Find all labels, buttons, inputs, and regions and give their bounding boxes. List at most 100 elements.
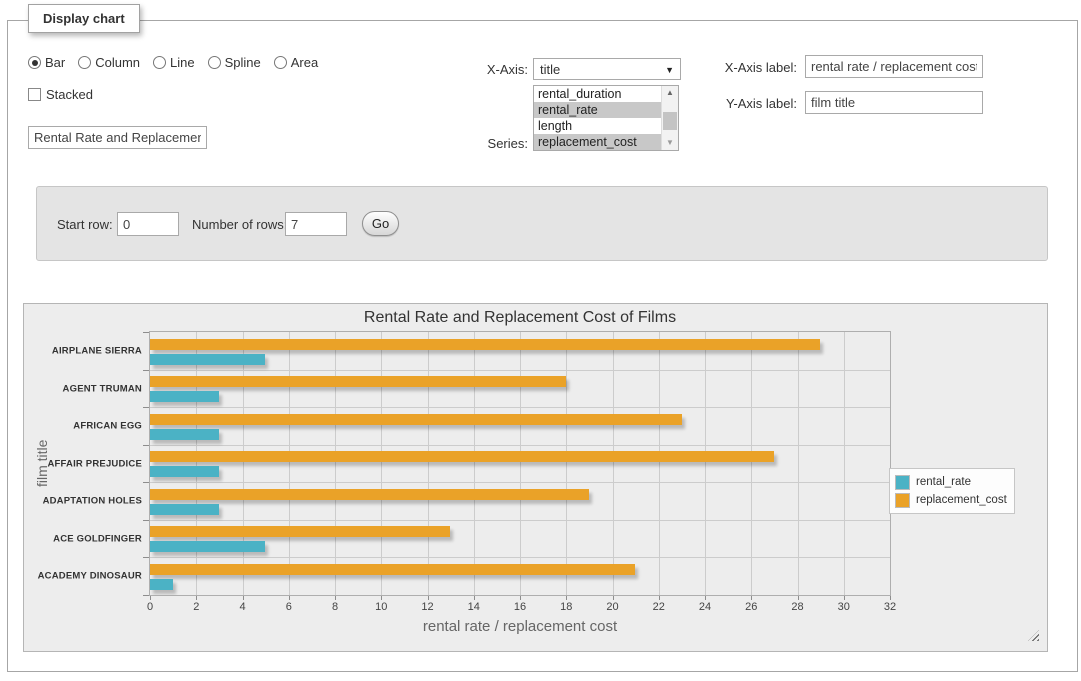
chart-bar-replacement_cost xyxy=(150,451,774,462)
chart-bar-rental_rate xyxy=(150,466,219,477)
x-tick-mark xyxy=(196,596,197,600)
page: Display chart Bar Column Line Spline Area St… xyxy=(0,0,1081,681)
chart-legend: rental_rate replacement_cost xyxy=(889,468,1015,514)
radio-column[interactable]: Column xyxy=(78,55,140,70)
x-tick-label: 30 xyxy=(838,601,850,613)
x-tick-label: 10 xyxy=(375,601,387,613)
x-gridline xyxy=(659,332,660,595)
y-axis-label-input[interactable] xyxy=(805,91,983,114)
y-axis-label-label: Y-Axis label: xyxy=(700,96,797,111)
x-tick-label: 8 xyxy=(332,601,338,613)
series-multiselect[interactable]: rental_durationrental_ratelengthreplacem… xyxy=(533,85,679,151)
plot-area xyxy=(149,331,891,596)
resize-handle-icon[interactable] xyxy=(1028,630,1039,641)
plot-inner xyxy=(150,332,890,595)
radio-icon xyxy=(274,56,287,69)
y-category-label: AIRPLANE SIERRA xyxy=(52,346,142,357)
y-gridline xyxy=(150,370,890,371)
series-option[interactable]: rental_rate xyxy=(534,102,662,118)
scroll-down-icon[interactable]: ▼ xyxy=(662,136,678,150)
x-tick-mark xyxy=(705,596,706,600)
legend-row: replacement_cost xyxy=(895,491,1007,509)
y-category-label: ACE GOLDFINGER xyxy=(53,533,142,544)
x-gridline xyxy=(428,332,429,595)
chart-container: Rental Rate and Replacement Cost of Film… xyxy=(23,303,1048,652)
y-category-label: ACADEMY DINOSAUR xyxy=(38,571,142,582)
x-gridline xyxy=(844,332,845,595)
radio-label: Line xyxy=(170,55,195,70)
stacked-checkbox[interactable]: Stacked xyxy=(28,87,93,102)
radio-bar[interactable]: Bar xyxy=(28,55,65,70)
x-axis-title: rental rate / replacement cost xyxy=(149,618,891,635)
x-gridline xyxy=(705,332,706,595)
start-row-label: Start row: xyxy=(57,217,113,232)
radio-label: Area xyxy=(291,55,318,70)
x-gridline xyxy=(474,332,475,595)
series-option[interactable]: replacement_cost xyxy=(534,134,662,150)
y-gridline xyxy=(150,557,890,558)
x-tick-label: 24 xyxy=(699,601,711,613)
y-category-label: AFFAIR PREJUDICE xyxy=(47,458,142,469)
y-category-label: ADAPTATION HOLES xyxy=(43,496,142,507)
x-gridline xyxy=(566,332,567,595)
x-axis-label-input[interactable] xyxy=(805,55,983,78)
chart-bar-replacement_cost xyxy=(150,414,682,425)
legend-swatch xyxy=(895,493,910,508)
x-tick-mark xyxy=(613,596,614,600)
y-category-label: AGENT TRUMAN xyxy=(63,383,142,394)
radio-icon xyxy=(78,56,91,69)
number-of-rows-input[interactable] xyxy=(285,212,347,236)
radio-area[interactable]: Area xyxy=(274,55,318,70)
x-tick-mark xyxy=(289,596,290,600)
go-button[interactable]: Go xyxy=(362,211,399,236)
scroll-up-icon[interactable]: ▲ xyxy=(662,86,678,100)
row-controls-panel xyxy=(36,186,1048,261)
x-gridline xyxy=(751,332,752,595)
x-tick-label: 0 xyxy=(147,601,153,613)
start-row-input[interactable] xyxy=(117,212,179,236)
checkbox-icon xyxy=(28,88,41,101)
chart-title: Rental Rate and Replacement Cost of Film… xyxy=(149,309,891,327)
radio-icon xyxy=(208,56,221,69)
series-options: rental_durationrental_ratelengthreplacem… xyxy=(534,86,678,150)
x-axis-select[interactable]: title ▼ xyxy=(533,58,681,80)
x-tick-mark xyxy=(751,596,752,600)
series-option[interactable]: length xyxy=(534,118,662,134)
x-tick-label: 20 xyxy=(606,601,618,613)
radio-label: Bar xyxy=(45,55,65,70)
stacked-label: Stacked xyxy=(46,87,93,102)
x-tick-label: 18 xyxy=(560,601,572,613)
legend-row: rental_rate xyxy=(895,473,1007,491)
series-scrollbar[interactable]: ▲ ▼ xyxy=(661,86,678,150)
chart-bar-replacement_cost xyxy=(150,564,635,575)
scrollbar-thumb[interactable] xyxy=(663,112,677,130)
radio-spline[interactable]: Spline xyxy=(208,55,261,70)
radio-label: Spline xyxy=(225,55,261,70)
x-gridline xyxy=(520,332,521,595)
y-axis-title: film title xyxy=(34,331,50,596)
chart-bar-rental_rate xyxy=(150,541,265,552)
x-gridline xyxy=(243,332,244,595)
x-gridline xyxy=(196,332,197,595)
y-gridline xyxy=(150,520,890,521)
x-gridline xyxy=(335,332,336,595)
radio-line[interactable]: Line xyxy=(153,55,195,70)
legend-swatch xyxy=(895,475,910,490)
x-tick-label: 12 xyxy=(421,601,433,613)
chart-bar-replacement_cost xyxy=(150,489,589,500)
legend-label: replacement_cost xyxy=(916,494,1007,506)
radio-icon xyxy=(153,56,166,69)
x-gridline xyxy=(381,332,382,595)
x-tick-mark xyxy=(844,596,845,600)
y-gridline xyxy=(150,482,890,483)
chart-bar-rental_rate xyxy=(150,391,219,402)
fieldset-legend: Display chart xyxy=(28,4,140,33)
series-select-label: Series: xyxy=(455,136,528,151)
x-tick-label: 4 xyxy=(239,601,245,613)
legend-label: rental_rate xyxy=(916,476,971,488)
chart-title-input[interactable] xyxy=(28,126,207,149)
series-option[interactable]: rental_duration xyxy=(534,86,662,102)
x-axis-selected-value: title xyxy=(540,62,560,77)
x-tick-mark xyxy=(243,596,244,600)
chart-bar-rental_rate xyxy=(150,504,219,515)
